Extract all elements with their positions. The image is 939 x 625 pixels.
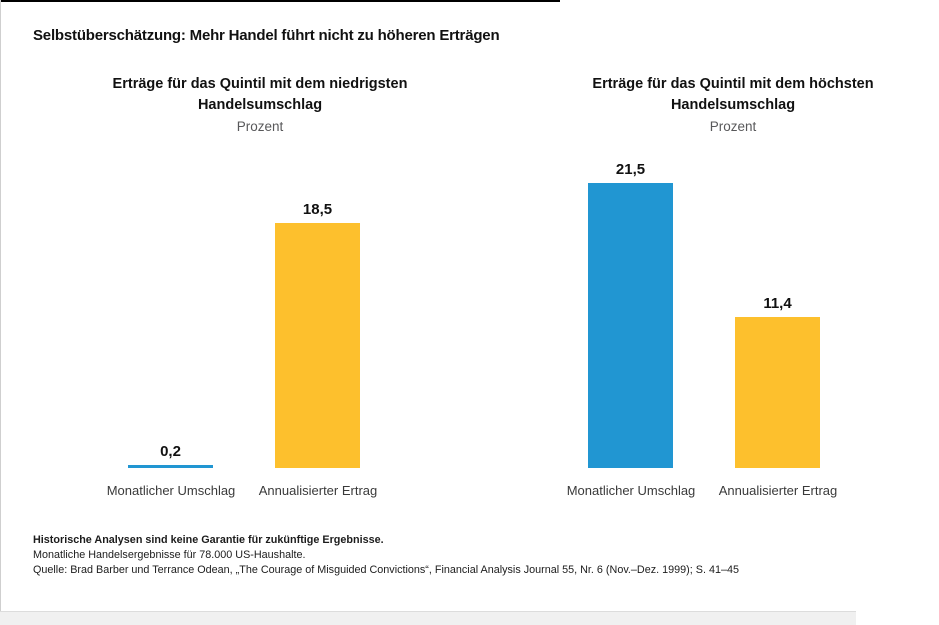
bar-group: 21,5 Monatlicher Umschlag (567, 161, 696, 498)
chart-header-low-turnover: Erträge für das Quintil mit dem niedrigs… (65, 74, 455, 136)
bar (275, 223, 360, 468)
bar (735, 317, 820, 468)
bar-group: 11,4 Annualisierter Ertrag (719, 295, 838, 498)
panel-title: Erträge für das Quintil mit dem niedrigs… (112, 76, 408, 113)
plot-high-turnover: 21,5 Monatlicher Umschlag 11,4 Annualisiert… (567, 148, 838, 498)
chart-header-high-turnover: Erträge für das Quintil mit dem höchsten… (538, 74, 928, 136)
page-title: Selbstüberschätzung: Mehr Handel führt n… (33, 27, 500, 44)
panel-title: Erträge für das Quintil mit dem höchsten… (592, 76, 874, 113)
bottom-band (0, 611, 856, 625)
bar-value-label: 11,4 (763, 295, 792, 312)
footnote-disclaimer: Historische Analysen sind keine Garantie… (33, 534, 384, 546)
category-label: Annualisierter Ertrag (718, 483, 838, 498)
panel-subtitle: Prozent (709, 119, 757, 134)
footnote-sample: Monatliche Handelsergebnisse für 78.000 … (33, 549, 306, 561)
bar (128, 465, 213, 468)
footnotes: Historische Analysen sind keine Garantie… (33, 533, 739, 578)
bar-group: 18,5 Annualisierter Ertrag (259, 201, 378, 498)
bar (588, 183, 673, 468)
top-rule (0, 0, 560, 2)
bar-group: 0,2 Monatlicher Umschlag (107, 443, 236, 498)
bar-value-label: 21,5 (615, 161, 646, 178)
bar-value-label: 0,2 (160, 443, 181, 460)
bar-value-label: 18,5 (302, 201, 333, 218)
category-label: Annualisierter Ertrag (258, 483, 378, 498)
category-label: Monatlicher Umschlag (566, 483, 696, 498)
footnote-source: Quelle: Brad Barber und Terrance Odean, … (33, 564, 739, 576)
panel-subtitle: Prozent (236, 119, 284, 134)
category-label: Monatlicher Umschlag (106, 483, 236, 498)
plot-low-turnover: 0,2 Monatlicher Umschlag 18,5 Annualisierte… (107, 148, 378, 498)
left-border (0, 0, 1, 611)
